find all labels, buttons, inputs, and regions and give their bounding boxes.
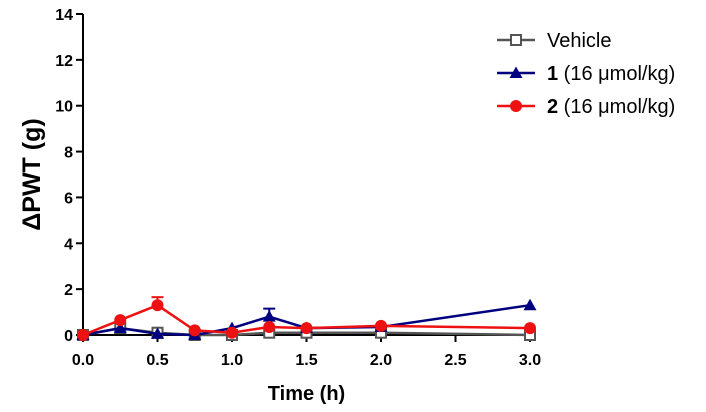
y-tick-label: 8 [64,145,73,162]
series-layer [76,296,537,341]
data-point-marker [113,321,127,334]
data-point-marker [77,329,89,341]
y-tick-label: 0 [64,328,73,345]
legend-label: 1 (16 μmol/kg) [547,63,675,85]
legend-label: Vehicle [547,30,612,52]
x-tick-label: 1.5 [295,352,317,369]
legend-label-rest: Vehicle [547,30,612,52]
legend-item: 1 (16 μmol/kg) [497,63,675,85]
x-tick-label: 0.5 [146,352,168,369]
legend-label-bold: 1 [547,63,558,85]
y-tick-label: 12 [55,53,73,70]
legend-label-rest: (16 μmol/kg) [558,63,675,85]
y-tick-label: 6 [64,190,73,207]
legend-label: 2 (16 μmol/kg) [547,96,675,118]
y-tick-label: 2 [64,282,73,299]
data-point-marker [510,100,522,112]
axes [82,14,530,336]
x-axis-title: Time (h) [268,383,345,405]
data-point-marker [523,298,537,311]
y-tick-label: 10 [55,99,73,116]
legend-item: Vehicle [497,30,612,52]
legend-label-bold: 2 [547,96,558,118]
y-tick-label: 14 [55,7,73,24]
data-point-marker [114,314,127,327]
data-point-marker [510,34,522,46]
data-point-marker [509,66,523,78]
y-axis-title: ΔPWT (g) [18,118,46,230]
x-tick-label: 1.0 [221,352,243,369]
data-point-marker [375,319,387,332]
data-point-marker [151,327,164,339]
x-tick-label: 3.0 [519,352,541,369]
x-tick-label: 2.0 [370,352,392,369]
data-point-marker [300,322,313,335]
x-tick-label: 0.0 [72,352,94,369]
data-point-marker [226,326,238,339]
x-tick-label: 2.5 [444,352,466,369]
data-point-marker [188,324,201,337]
data-point-marker [151,299,164,312]
data-point-marker [263,320,276,333]
data-point-marker [524,322,536,335]
legend-item: 2 (16 μmol/kg) [497,96,675,118]
y-tick-label: 4 [64,236,73,253]
legend-label-rest: (16 μmol/kg) [558,96,675,118]
series-3 [77,296,536,341]
data-point-marker [262,310,276,322]
